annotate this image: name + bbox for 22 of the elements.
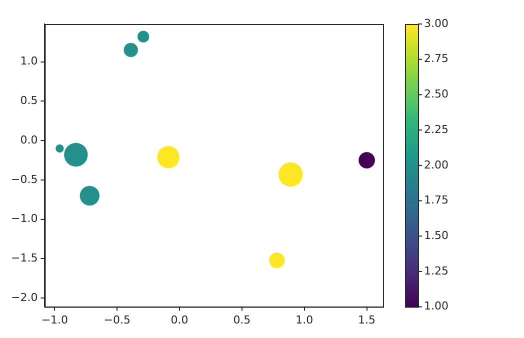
color-bar-label: 2.25	[424, 122, 448, 136]
color-bar-label: 2.50	[424, 88, 448, 101]
color-bar-label: 1.75	[424, 194, 448, 207]
x-tick-label: −1.0	[41, 313, 68, 326]
color-bar-label: 2.75	[424, 52, 448, 66]
color-bar-label: 2.00	[424, 158, 448, 172]
color-bar-label: 1.00	[424, 300, 448, 313]
y-tick-label: −2.0	[10, 290, 38, 304]
x-tick-label: 1.5	[358, 313, 376, 326]
y-tick-label: −1.0	[10, 212, 38, 226]
x-tick-label: 0.5	[233, 313, 251, 326]
color-bar-label: 3.00	[424, 16, 448, 30]
color-bar-label: 1.50	[424, 228, 448, 242]
x-tick-label: 1.0	[296, 313, 314, 326]
y-tick-label: 0.5	[20, 94, 38, 108]
y-tick-label: 1.0	[20, 54, 38, 68]
color-bar-label: 1.25	[424, 264, 448, 278]
y-tick-label: −1.5	[10, 252, 38, 265]
y-tick-label: 0.0	[20, 133, 38, 146]
y-tick-label: −0.5	[10, 172, 38, 186]
x-tick-label: 0.0	[170, 313, 188, 326]
x-tick-label: −0.5	[104, 313, 130, 326]
